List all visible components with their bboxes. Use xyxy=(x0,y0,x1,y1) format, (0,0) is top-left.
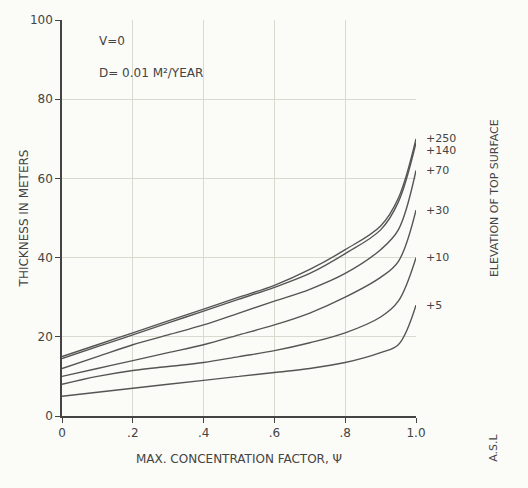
svg-text:V=0: V=0 xyxy=(99,34,125,48)
svg-text:+10: +10 xyxy=(426,251,449,264)
svg-text:ELEVATION OF TOP SURFACE: ELEVATION OF TOP SURFACE xyxy=(488,119,501,277)
svg-text:+30: +30 xyxy=(426,204,449,217)
svg-text:0: 0 xyxy=(45,409,53,423)
svg-text:1.0: 1.0 xyxy=(406,426,425,440)
svg-text:+5: +5 xyxy=(426,299,442,312)
svg-text:100: 100 xyxy=(30,13,53,27)
svg-text:0: 0 xyxy=(58,426,66,440)
svg-text:+140: +140 xyxy=(426,144,456,157)
svg-text:.4: .4 xyxy=(198,426,209,440)
svg-text:MAX. CONCENTRATION FACTOR, Ψ: MAX. CONCENTRATION FACTOR, Ψ xyxy=(136,452,342,466)
svg-text:D= 0.01 M²/YEAR: D= 0.01 M²/YEAR xyxy=(99,66,203,80)
svg-text:THICKNESS IN METERS: THICKNESS IN METERS xyxy=(17,150,31,288)
svg-text:20: 20 xyxy=(38,330,53,344)
svg-text:40: 40 xyxy=(38,251,53,265)
svg-text:+70: +70 xyxy=(426,164,449,177)
svg-text:+250: +250 xyxy=(426,132,456,145)
svg-text:80: 80 xyxy=(38,92,53,106)
svg-text:.8: .8 xyxy=(339,426,350,440)
svg-text:60: 60 xyxy=(38,172,53,186)
svg-text:.2: .2 xyxy=(127,426,138,440)
svg-text:A.S.L: A.S.L xyxy=(487,433,500,461)
svg-text:.6: .6 xyxy=(269,426,280,440)
